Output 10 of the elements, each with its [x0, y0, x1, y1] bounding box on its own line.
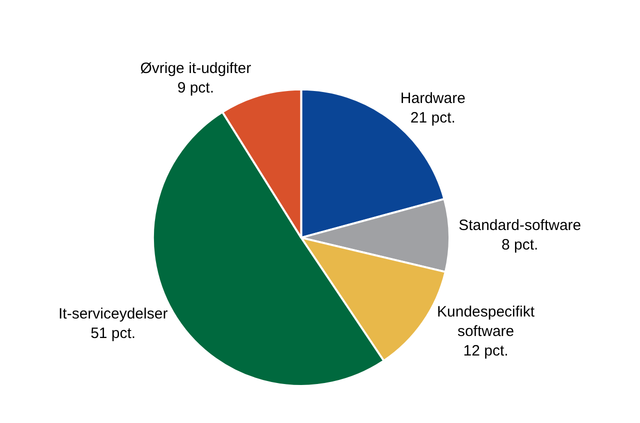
- slice-label: It-serviceydelser: [58, 306, 168, 323]
- data-label: 21 pct.: [410, 110, 456, 127]
- data-label: 9 pct.: [177, 80, 214, 97]
- data-label: 51 pct.: [90, 325, 136, 342]
- data-label: 8 pct.: [502, 236, 538, 254]
- slice-label: Hardware: [400, 90, 466, 108]
- data-label: 12 pct.: [463, 342, 508, 360]
- slice-label: Øvrige it-udgifter: [140, 60, 252, 78]
- slice-label: Standard-software: [458, 217, 582, 234]
- slice-label: Kundespecifikt software: [437, 303, 536, 340]
